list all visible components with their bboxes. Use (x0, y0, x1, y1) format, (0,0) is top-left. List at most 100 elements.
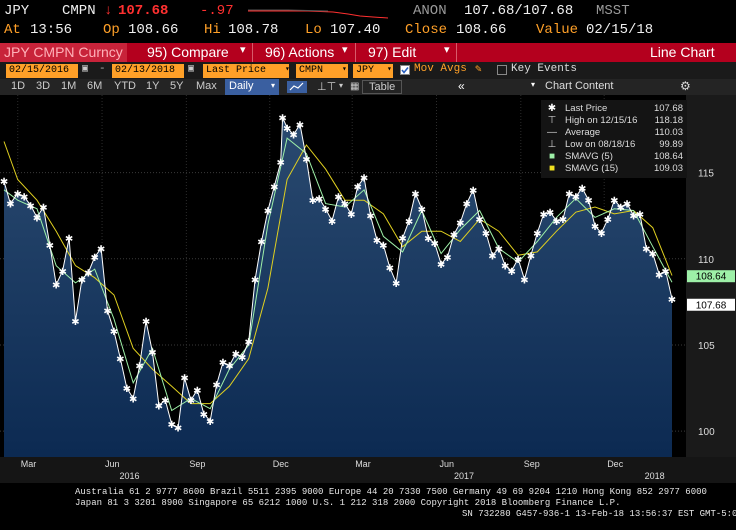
period-3d-button[interactable]: 3D (36, 80, 51, 92)
ohlc-row: At 13:56 Op 108.66 Hi 108.78 Lo 107.40 C… (0, 22, 736, 40)
price-point-marker: ✱ (174, 424, 182, 435)
x-tick-label: Jun (440, 459, 455, 469)
price-point-marker: ✱ (219, 358, 227, 369)
footer-contacts-1: Australia 61 2 9777 8600 Brazil 5511 239… (75, 487, 707, 497)
price-point-marker: ✱ (206, 417, 214, 428)
last-price: 107.68 (118, 3, 169, 19)
source-selector[interactable]: CMPN (296, 64, 348, 78)
price-point-marker: ✱ (193, 386, 201, 397)
pencil-icon[interactable]: ✎ (475, 64, 482, 76)
down-arrow-icon: ↓ (104, 3, 113, 19)
calendar-icon[interactable]: ▣ (82, 64, 89, 75)
price-point-marker: ✱ (661, 267, 669, 278)
bid-ask: 107.68/107.68 (464, 3, 574, 19)
end-date-field[interactable]: 02/13/2018 (112, 64, 184, 78)
dropdown-icon[interactable]: ▾ (339, 81, 344, 90)
price-point-marker: ✱ (52, 281, 60, 292)
field-selector[interactable]: Last Price (203, 64, 289, 78)
price-point-marker: ✱ (270, 182, 278, 193)
price-point-marker: ✱ (238, 353, 246, 364)
line-chart[interactable]: ✱✱✱✱✱✱✱✱✱✱✱✱✱✱✱✱✱✱✱✱✱✱✱✱✱✱✱✱✱✱✱✱✱✱✱✱✱✱✱✱… (0, 95, 736, 483)
start-date-field[interactable]: 02/15/2016 (6, 64, 78, 78)
price-point-marker: ✱ (103, 306, 111, 317)
price-point-marker: ✱ (366, 212, 374, 223)
mov-avgs-checkbox[interactable] (400, 65, 410, 75)
period-1d-button[interactable]: 1D (11, 80, 26, 92)
table-button[interactable]: Table (362, 80, 403, 94)
open-label: Op (103, 22, 120, 38)
price-point-marker: ✱ (520, 275, 528, 286)
price-point-marker: ✱ (437, 260, 445, 271)
chart-content-dropdown-icon[interactable]: ▾ (531, 80, 536, 89)
line-chart-icon[interactable] (287, 81, 307, 93)
price-point-marker: ✱ (649, 250, 657, 261)
price-point-marker: ✱ (354, 182, 362, 193)
price-point-marker: ✱ (565, 189, 573, 200)
price-point-marker: ✱ (244, 338, 252, 349)
price-point-marker: ✱ (20, 193, 28, 204)
price-point-marker: ✱ (552, 217, 560, 228)
dropdown-icon[interactable]: ▾ (285, 65, 290, 74)
period-1y-button[interactable]: 1Y (146, 80, 160, 92)
period-1m-button[interactable]: 1M (61, 80, 77, 92)
collapse-left-icon[interactable]: « (458, 79, 465, 93)
quote-code: MSST (596, 3, 630, 19)
compare-button[interactable]: 95) Compare (147, 44, 229, 60)
frequency-selector[interactable]: Daily (225, 79, 279, 95)
price-point-marker: ✱ (187, 396, 195, 407)
actions-button[interactable]: 96) Actions (265, 44, 335, 60)
period-5y-button[interactable]: 5Y (170, 80, 184, 92)
key-events-checkbox[interactable] (497, 65, 507, 75)
bar-type-icon[interactable]: ⊥⊤ (317, 81, 337, 93)
calendar-icon[interactable]: ▣ (188, 64, 195, 75)
price-point-marker: ✱ (546, 208, 554, 219)
high-label: Hi (204, 22, 221, 38)
price-tag (687, 298, 735, 311)
price-point-marker: ✱ (296, 120, 304, 131)
high-value: 108.78 (228, 22, 279, 38)
smavg-15-line (3, 141, 673, 405)
price-point-marker: ✱ (514, 255, 522, 266)
price-point-marker: ✱ (450, 231, 458, 242)
settings-gear-icon[interactable]: ⚙ (680, 79, 691, 93)
price-point-marker: ✱ (341, 200, 349, 211)
price-point-marker: ✱ (668, 295, 676, 306)
chart-legend: ✱ Last Price 107.68 ⊤ High on 12/15/16 1… (541, 100, 687, 178)
currency-selector[interactable]: JPY (353, 64, 393, 78)
price-point-marker: ✱ (475, 215, 483, 226)
price-point-marker: ✱ (225, 362, 233, 373)
footer-serial: SN 732280 G457-936-1 13-Feb-18 13:56:37 … (462, 509, 736, 519)
price-point-marker: ✱ (527, 251, 535, 262)
period-max-button[interactable]: Max (196, 80, 217, 92)
net-change: -.97 (200, 3, 234, 19)
legend-item-smavg-15: ■ SMAVG (15) 109.03 (548, 163, 683, 174)
close-value: 108.66 (456, 22, 507, 38)
price-point-marker: ✱ (97, 244, 105, 255)
price-point-marker: ✱ (386, 263, 394, 274)
price-point-marker: ✱ (507, 267, 515, 278)
price-point-marker: ✱ (321, 205, 329, 216)
period-6m-button[interactable]: 6M (87, 80, 103, 92)
chart-type-label[interactable]: Line Chart (650, 44, 715, 60)
price-point-marker: ✱ (167, 420, 175, 431)
yellow-swatch-icon: ■ (548, 163, 556, 174)
price-point-marker: ✱ (482, 229, 490, 240)
x-tick-label: Dec (607, 459, 624, 469)
price-point-marker: ✱ (58, 267, 66, 278)
green-swatch-icon: ■ (548, 151, 556, 162)
price-point-marker: ✱ (65, 234, 73, 245)
dropdown-icon[interactable]: ▾ (387, 65, 392, 74)
price-point-marker: ✱ (488, 251, 496, 262)
edit-button[interactable]: 97) Edit (368, 44, 417, 60)
dropdown-icon[interactable]: ▾ (271, 81, 276, 90)
price-point-marker: ✱ (604, 215, 612, 226)
quote-source: ANON (413, 3, 447, 19)
period-ytd-button[interactable]: YTD (114, 80, 136, 92)
price-point-marker: ✱ (398, 234, 406, 245)
dropdown-icon[interactable]: ▾ (342, 65, 347, 74)
table-icon[interactable]: ▦ (350, 81, 360, 92)
price-point-marker: ✱ (629, 212, 637, 223)
chart-content-label[interactable]: Chart Content (545, 80, 614, 92)
price-point-marker: ✱ (142, 317, 150, 328)
value-date: 02/15/18 (586, 22, 654, 38)
